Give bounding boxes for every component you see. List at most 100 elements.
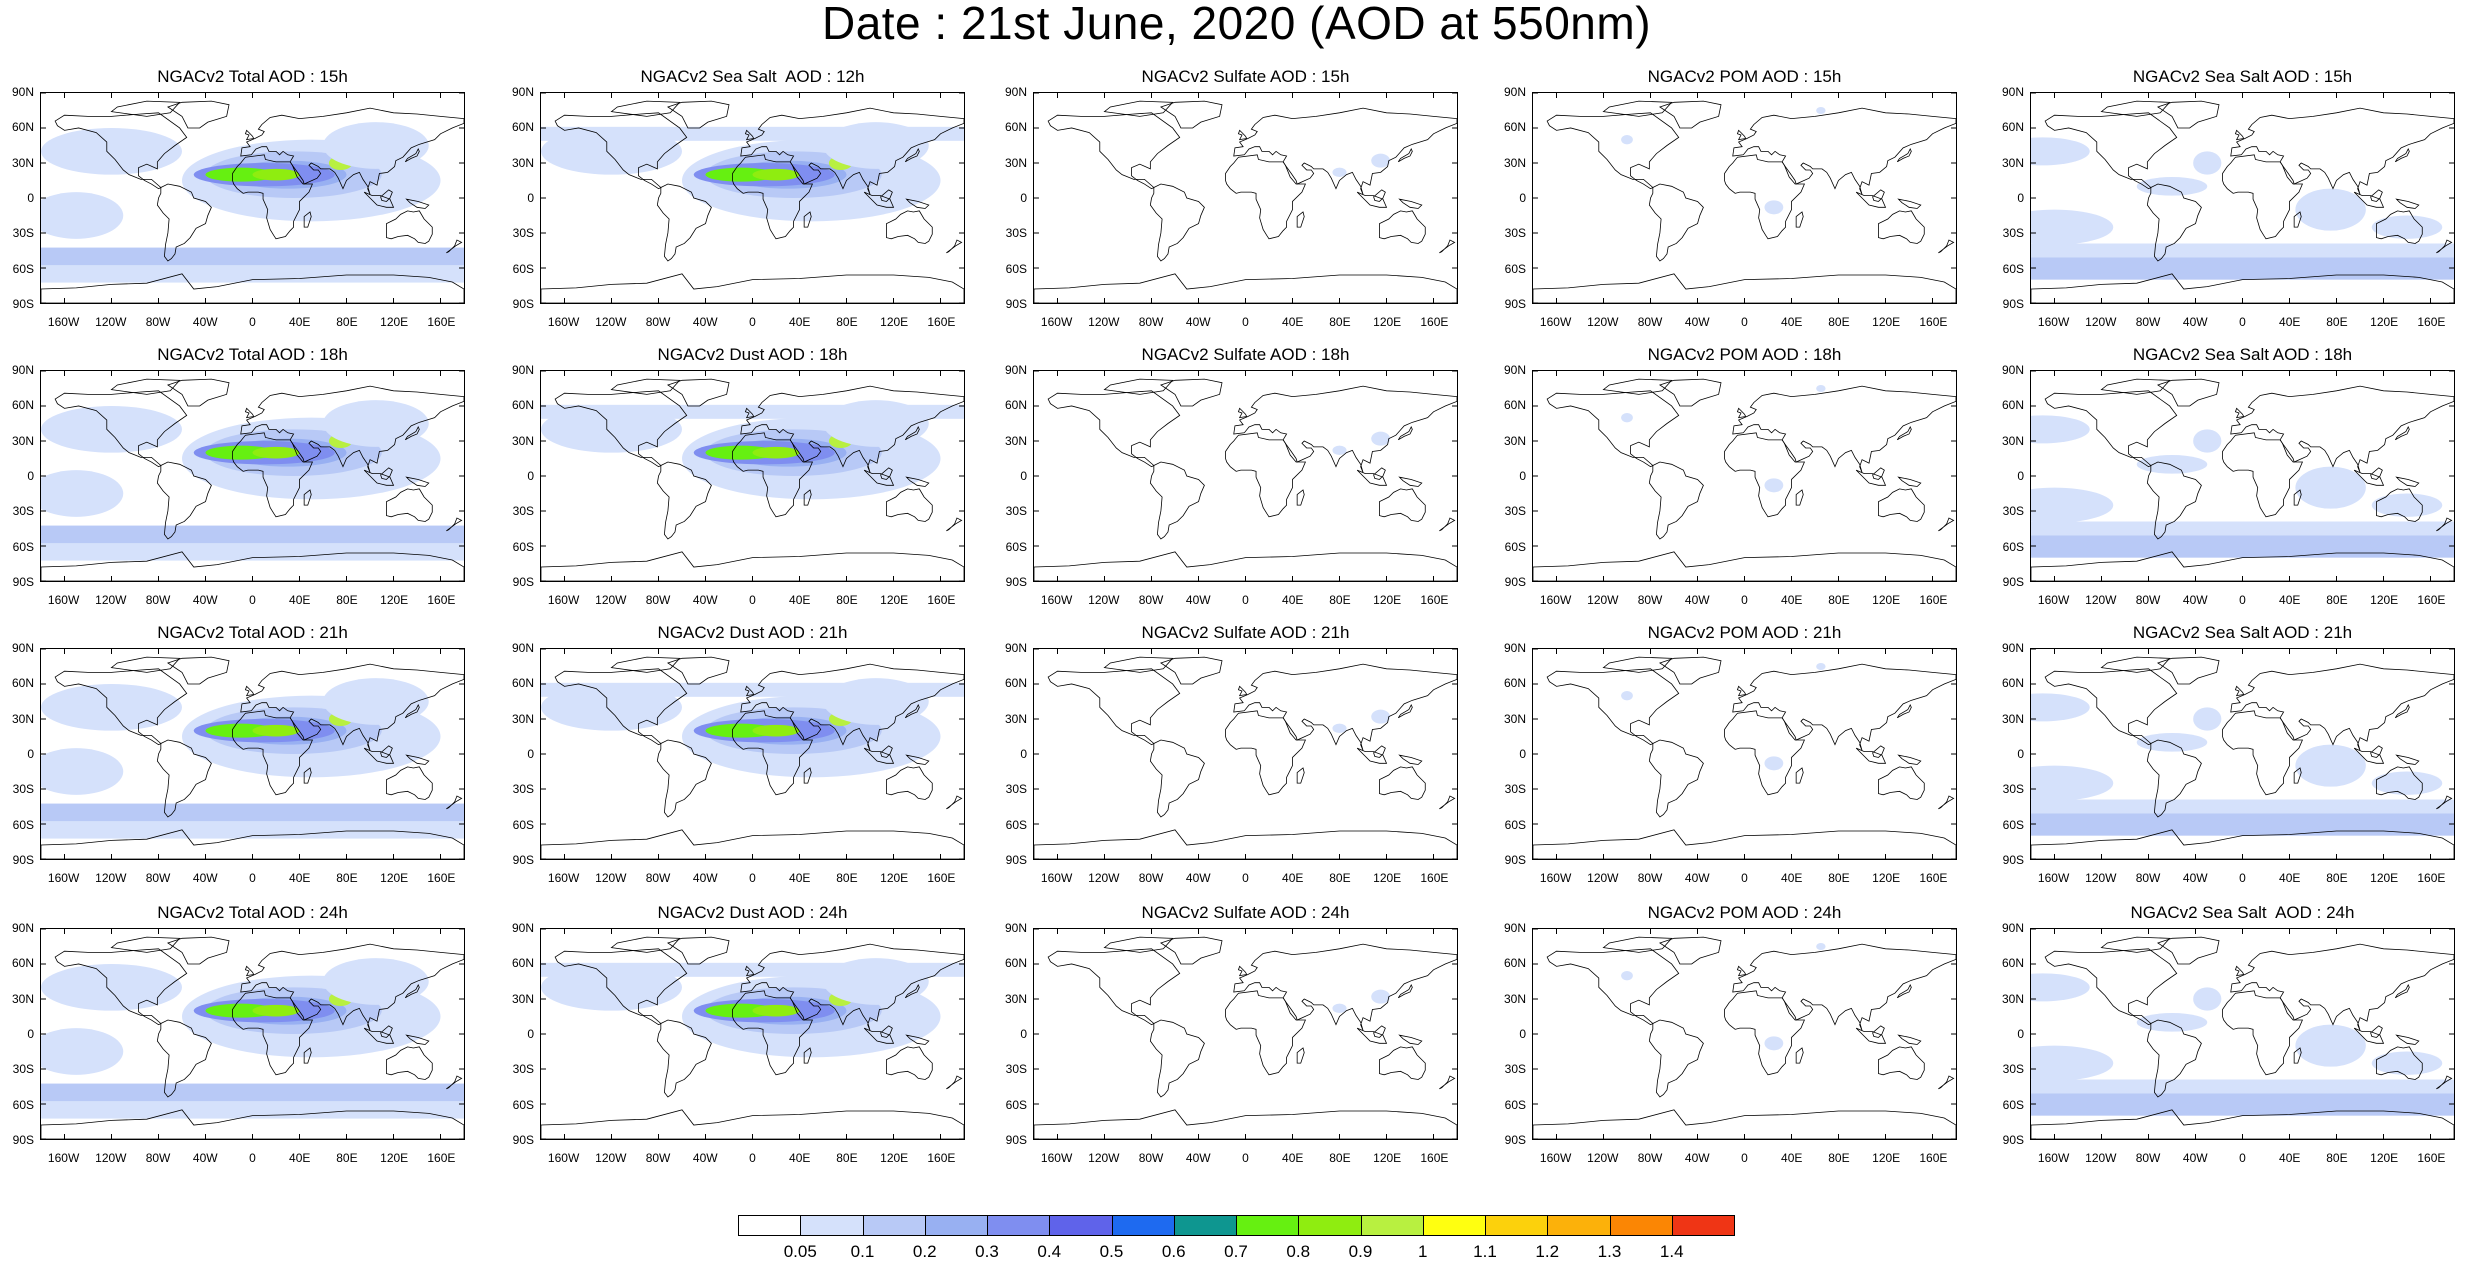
aod-map <box>1034 371 1457 581</box>
lat-tick-label: 0 <box>27 191 34 205</box>
lon-tick-label: 40E <box>1781 315 1803 329</box>
lon-tick-label: 160E <box>427 871 456 885</box>
lon-tick-label: 120W <box>595 593 627 607</box>
aod-plume <box>41 406 182 453</box>
lat-tick-label: 30N <box>1503 991 1526 1006</box>
coastline-canadaIsl <box>1602 656 1673 673</box>
aod-plume <box>2136 177 2208 196</box>
lon-tick-label: 40W <box>1684 315 1710 329</box>
coastline-newguinea <box>1897 476 1922 487</box>
coastline-canadaIsl <box>1602 100 1673 117</box>
lat-tick-label: 60S <box>1005 817 1027 832</box>
lat-tick-label: 30S <box>12 226 34 241</box>
colorbar-box <box>738 1215 802 1236</box>
lat-tick-label: 90S <box>2002 297 2024 311</box>
coastline-australia <box>386 766 433 800</box>
coastline-namerica <box>1047 948 1181 1026</box>
coastline-namerica <box>554 112 688 190</box>
lon-tick-label: 120W <box>2085 593 2117 607</box>
coastline-samerica <box>2146 183 2202 262</box>
aod-plume <box>323 122 429 169</box>
lat-tick-label: 60N <box>1004 956 1027 971</box>
lat-tick-label: 60S <box>12 817 34 832</box>
coastline-greenland <box>1160 656 1223 685</box>
coastline-australia <box>1379 210 1426 244</box>
coastline-newguinea <box>2395 754 2420 765</box>
lat-tick-label: 0 <box>1519 469 1526 483</box>
aod-plume <box>2136 455 2208 474</box>
coastline-greenland <box>2157 100 2220 129</box>
aod-map <box>1533 649 1956 859</box>
coastline-indonesia <box>1356 747 1388 764</box>
lon-tick-label: 80W <box>1637 1151 1663 1165</box>
coastline-canadaIsl <box>610 936 681 953</box>
aod-plume <box>1764 200 1784 215</box>
lat-tick-label: 90N <box>511 921 534 935</box>
lon-tick-label: 160E <box>1420 593 1449 607</box>
coastline-britain <box>1237 685 1248 697</box>
coastline-japan <box>1397 704 1413 719</box>
coastline-canadaIsl <box>610 378 681 395</box>
aod-plume <box>2295 188 2366 231</box>
lat-tick-label: 30N <box>1004 991 1027 1006</box>
coastline-canadaIsl <box>1103 100 1174 117</box>
map-frame <box>2030 92 2455 304</box>
aod-plume <box>2136 1013 2208 1032</box>
coastline-madagascar <box>1795 1047 1804 1064</box>
coastline-australia <box>886 210 933 244</box>
lon-tick-label: 80E <box>1828 871 1850 885</box>
aod-plume <box>1371 709 1391 724</box>
map-panel-total: NGACv2 Total AOD : 24h 90N 60N 30N 0 30S 60S 90… <box>0 903 500 1173</box>
aod-plume-band <box>2031 256 2454 280</box>
coastline-samerica <box>2146 1019 2202 1098</box>
coastline-madagascar <box>803 211 812 228</box>
coastline-namerica <box>554 390 688 468</box>
lat-tick-label: 60N <box>511 956 534 971</box>
lon-tick-label: 120E <box>880 1151 909 1165</box>
lon-tick-label: 40W <box>2182 593 2208 607</box>
lat-tick-label: 90N <box>1004 85 1027 99</box>
lat-tick-label: 60N <box>2001 398 2024 413</box>
map-frame <box>2030 648 2455 860</box>
lon-tick-label: 120W <box>1088 871 1120 885</box>
panel-title: NGACv2 Sea Salt AOD : 15h <box>2132 67 2353 86</box>
coastline-namerica <box>1546 668 1680 746</box>
map-panel-seasalt: NGACv2 Sea Salt AOD : 21h 90N 60N 30N 0 30S 60… <box>1990 623 2473 893</box>
lon-tick-label: 80E <box>2326 315 2348 329</box>
panel-title: NGACv2 Sea Salt AOD : 18h <box>2132 345 2353 364</box>
lon-tick-label: 80E <box>1828 593 1850 607</box>
lon-tick-label: 160E <box>2417 593 2446 607</box>
colorbar-label: 0.3 <box>975 1242 999 1261</box>
aod-plume <box>2031 1045 2114 1081</box>
coastline-australia <box>2376 488 2423 522</box>
coastline-antarctica <box>1533 1109 1956 1139</box>
lon-tick-label: 160E <box>1420 1151 1449 1165</box>
colorbar <box>738 1215 1735 1238</box>
coastline-newguinea <box>2395 1034 2420 1045</box>
lon-tick-label: 120W <box>2085 871 2117 885</box>
lat-tick-label: 60S <box>1005 261 1027 276</box>
coastline-borneo <box>1872 189 1885 202</box>
lat-tick-label: 90N <box>1004 921 1027 935</box>
lon-tick-label: 40E <box>789 593 811 607</box>
coastline-islandS <box>1439 795 1456 810</box>
lon-tick-label: 160W <box>2037 593 2070 607</box>
lon-tick-label: 80E <box>336 871 358 885</box>
aod-plume <box>1371 989 1391 1004</box>
aod-plume <box>1621 971 1633 981</box>
coastline-antarctica <box>41 829 464 859</box>
lon-tick-label: 40W <box>1185 871 1211 885</box>
lon-tick-label: 40E <box>1781 871 1803 885</box>
coastline-eurasia <box>1233 385 1457 473</box>
coastline-islandS <box>946 239 963 254</box>
coastline-japan <box>1397 148 1413 163</box>
coastline-britain <box>1736 129 1747 141</box>
coastline-africa <box>232 154 314 240</box>
lon-tick-label: 120E <box>880 871 909 885</box>
coastline-madagascar <box>803 1047 812 1064</box>
coastline-japan <box>404 704 420 719</box>
coastline-australia <box>1878 1046 1925 1080</box>
aod-plume <box>2031 487 2114 523</box>
lon-tick-label: 160E <box>927 315 956 329</box>
lat-tick-label: 0 <box>527 747 534 761</box>
